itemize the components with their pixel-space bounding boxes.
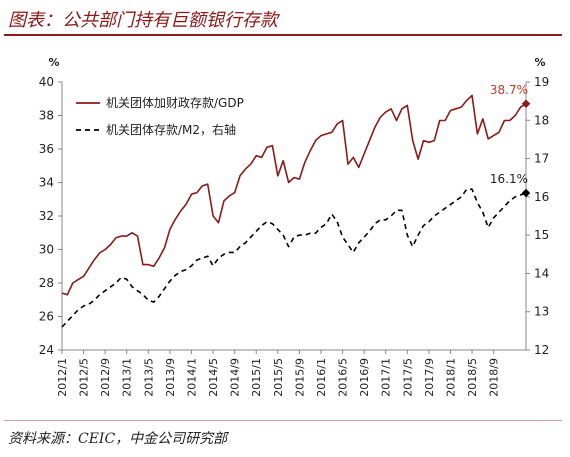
dual-axis-line-chart: % 24 26 28 30 32 34 36 38 40 % 12 13 14 15 16 17 18 19 20… [39, 56, 550, 397]
left-tick-label: 34 [39, 176, 54, 190]
x-tick-label: 2018/1 [444, 358, 457, 397]
x-tick-label: 2012/9 [99, 358, 112, 397]
x-tick-label: 2014/5 [207, 358, 220, 397]
left-tick-label: 28 [39, 276, 54, 290]
x-tick-label: 2018/5 [466, 358, 479, 397]
left-tick-label: 30 [39, 243, 54, 257]
left-tick-label: 40 [39, 75, 54, 89]
left-tick-label: 36 [39, 142, 54, 156]
figure-title: 图表：公共部门持有巨额银行存款 [8, 10, 278, 31]
x-tick-label: 2018/9 [488, 358, 501, 397]
right-axis-unit: % [534, 56, 545, 69]
right-tick-label: 18 [534, 113, 549, 127]
title-rule [4, 34, 562, 36]
x-tick-label: 2016/1 [315, 358, 328, 397]
end-value-label-1: 38.7% [490, 83, 528, 97]
x-tick-label: 2017/5 [401, 358, 414, 397]
x-tick-label: 2012/1 [56, 358, 69, 397]
right-tick-label: 16 [534, 190, 549, 204]
right-tick-label: 14 [534, 266, 549, 280]
x-tick-label: 2017/9 [423, 358, 436, 397]
x-tick-label: 2013/5 [142, 358, 155, 397]
x-tick-label: 2015/5 [272, 358, 285, 397]
right-tick-label: 13 [534, 305, 549, 319]
series-end-marker-1 [521, 99, 531, 109]
x-tick-label: 2012/5 [78, 358, 91, 397]
x-tick-label: 2014/1 [185, 358, 198, 397]
source-rule [4, 420, 562, 421]
left-axis-unit: % [48, 56, 59, 69]
x-tick-label: 2014/9 [229, 358, 242, 397]
right-tick-label: 12 [534, 343, 549, 357]
x-tick-label: 2017/1 [380, 358, 393, 397]
left-tick-label: 26 [39, 310, 54, 324]
legend-label-1: 机关团体加财政存款/GDP [106, 96, 244, 110]
right-tick-label: 19 [534, 75, 549, 89]
x-tick-label: 2016/5 [337, 358, 350, 397]
x-tick-label: 2016/9 [358, 358, 371, 397]
x-tick-label: 2015/1 [250, 358, 263, 397]
left-tick-label: 24 [39, 343, 54, 357]
end-value-label-2: 16.1% [490, 172, 528, 186]
right-tick-label: 15 [534, 228, 549, 242]
right-tick-label: 17 [534, 152, 549, 166]
series-end-marker-2 [521, 188, 531, 198]
left-tick-label: 32 [39, 209, 54, 223]
legend-label-2: 机关团体存款/M2，右轴 [106, 122, 236, 137]
series-line-1 [61, 94, 527, 296]
x-tick-label: 2013/9 [164, 358, 177, 397]
left-tick-label: 38 [39, 109, 54, 123]
x-tick-label: 2015/9 [293, 358, 306, 397]
series-line-2 [61, 188, 527, 328]
source-note: 资料来源：CEIC，中金公司研究部 [8, 431, 228, 447]
x-tick-label: 2013/1 [121, 358, 134, 397]
